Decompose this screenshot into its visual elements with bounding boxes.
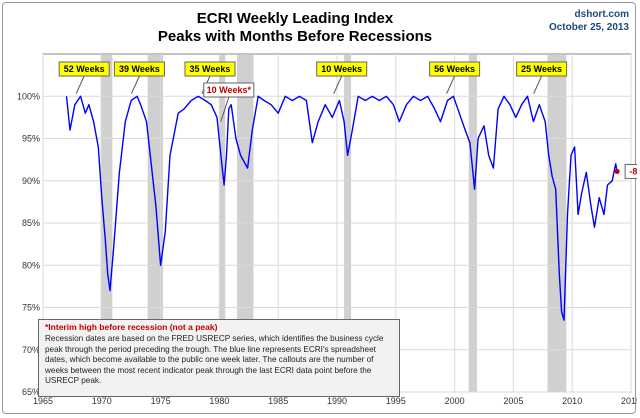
- callout-leader: [333, 75, 343, 94]
- callout-box: [203, 82, 255, 98]
- last-value-dot: [614, 168, 620, 174]
- y-tick-label: 70%: [22, 345, 40, 355]
- chart-frame: ECRI Weekly Leading Index Peaks with Mon…: [2, 2, 637, 414]
- x-tick-label: 2010: [562, 396, 582, 406]
- x-tick-label: 1980: [209, 396, 229, 406]
- callout-label: 56 Weeks: [434, 64, 475, 74]
- callout-leader: [130, 75, 140, 94]
- y-tick-label: 95%: [22, 134, 40, 144]
- x-tick-label: 2005: [503, 396, 523, 406]
- note-text: Recession dates are based on the FRED US…: [45, 334, 384, 386]
- callout-leader: [220, 96, 230, 122]
- y-tick-label: 90%: [22, 176, 40, 186]
- note-title: *Interim high before recession (not a pe…: [45, 322, 218, 332]
- callout-label: 10 Weeks: [321, 64, 362, 74]
- x-tick-label: 1995: [386, 396, 406, 406]
- notes-box: *Interim high before recession (not a pe…: [38, 319, 400, 397]
- chart-subtitle: Peaks with Months Before Recessions: [158, 28, 432, 45]
- y-axis-ticks: 65% 70% 75% 80% 85% 90% 95% 100%: [17, 91, 40, 397]
- callout-leader: [533, 75, 543, 94]
- source-label: dshort.com: [575, 9, 630, 20]
- callout-box: [429, 61, 481, 77]
- x-tick-label: 1990: [327, 396, 347, 406]
- callout-leader: [446, 75, 456, 94]
- callout-box: [184, 61, 236, 77]
- y-tick-label: 75%: [22, 303, 40, 313]
- x-tick-label: 2015: [621, 396, 637, 406]
- y-tick-label: 85%: [22, 218, 40, 228]
- callout-label: 52 Weeks: [64, 64, 105, 74]
- x-tick-label: 1975: [151, 396, 171, 406]
- x-tick-label: 1965: [33, 396, 53, 406]
- callouts: 52 Weeks 39 Weeks 35 Weeks 10 Weeks* 10 Week…: [58, 61, 568, 98]
- callout-box: [516, 61, 568, 77]
- callout-label: 25 Weeks: [521, 64, 562, 74]
- callout-box: [113, 61, 165, 77]
- last-value-box: [624, 163, 637, 179]
- chart-title: ECRI Weekly Leading Index: [197, 10, 394, 27]
- date-label: October 25, 2013: [549, 22, 629, 33]
- last-value-label: -8.9%: [629, 166, 637, 176]
- callout-leader: [75, 75, 85, 94]
- callout-box: [316, 61, 368, 77]
- series-layer: [65, 95, 618, 321]
- x-axis-ticks: 1965 1970 1975 1980 1985 1990 1995 2000 2005 2010…: [33, 396, 637, 406]
- y-tick-label: 65%: [22, 387, 40, 397]
- y-tick-label: 100%: [17, 91, 40, 101]
- series-line: [65, 95, 618, 321]
- callout-label: 39 Weeks: [119, 64, 160, 74]
- chart-svg: ECRI Weekly Leading Index Peaks with Mon…: [17, 9, 637, 406]
- last-value-marker: -8.9%: [614, 163, 637, 179]
- x-tick-label: 1970: [92, 396, 112, 406]
- callout-box: [58, 61, 110, 77]
- x-tick-label: 1985: [268, 396, 288, 406]
- y-tick-label: 80%: [22, 260, 40, 270]
- callout-label: 10 Weeks*: [207, 85, 252, 95]
- x-tick-label: 2000: [445, 396, 465, 406]
- callout-label: 35 Weeks: [190, 64, 231, 74]
